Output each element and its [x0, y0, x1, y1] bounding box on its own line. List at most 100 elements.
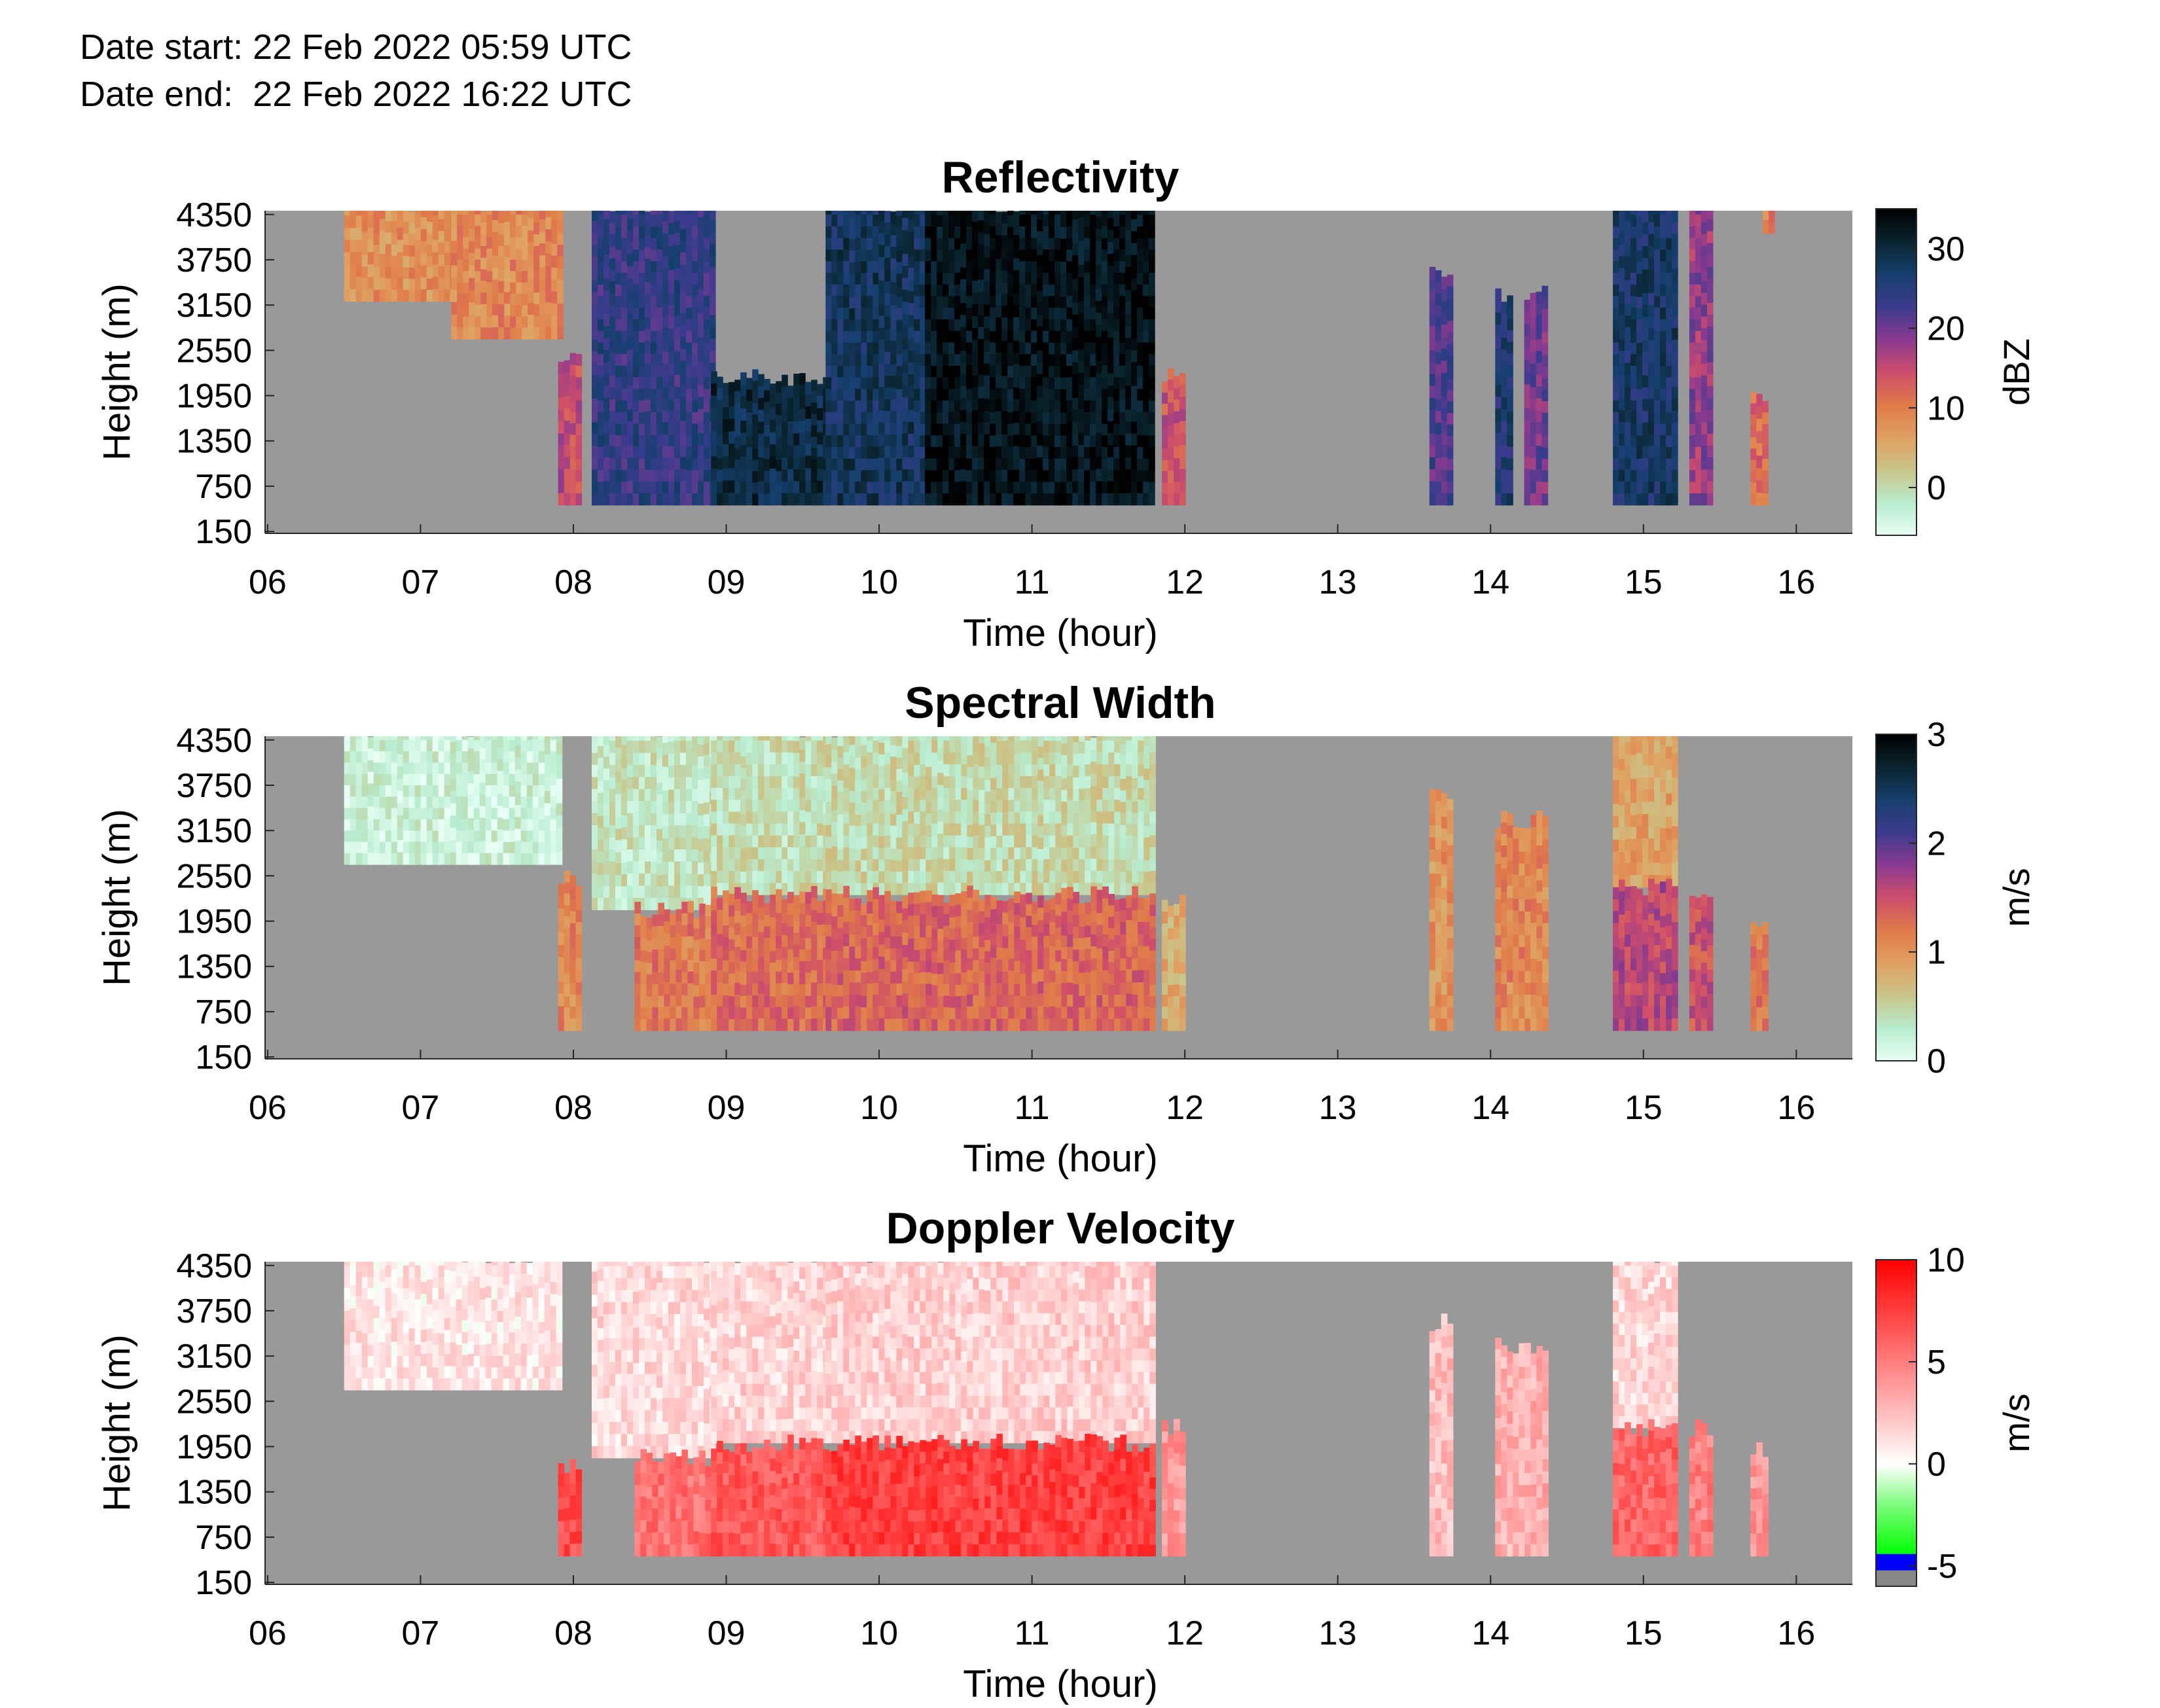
echo-cell: [344, 853, 351, 865]
echo-cell: [943, 447, 949, 459]
echo-cell: [704, 389, 710, 401]
echo-cell: [1619, 279, 1625, 293]
echo-cell: [480, 211, 487, 224]
echo-cell: [438, 266, 445, 279]
echo-cell: [1143, 493, 1149, 506]
echo-cell: [444, 751, 451, 763]
echo-cell: [752, 859, 759, 872]
echo-cell: [902, 409, 909, 422]
echo-cell: [1125, 397, 1132, 410]
echo-cell: [668, 387, 675, 400]
echo-cell: [373, 842, 380, 854]
echo-cell: [867, 261, 873, 274]
echo-cell: [1013, 317, 1020, 330]
echo-cell: [451, 314, 458, 327]
echo-cell: [686, 319, 693, 332]
echo-cell: [984, 481, 990, 494]
echo-cell: [692, 789, 698, 802]
echo-cell: [550, 830, 557, 843]
echo-cell: [948, 319, 955, 332]
echo-cell: [943, 412, 949, 425]
echo-cell: [920, 261, 926, 274]
echo-cell: [1660, 482, 1666, 494]
echo-cell: [717, 898, 723, 911]
echo-cell: [1007, 366, 1014, 378]
echo-cell: [657, 886, 663, 899]
echo-cell: [817, 972, 823, 984]
echo-cell: [1025, 330, 1032, 343]
echo-cell: [787, 385, 794, 399]
echo-cell: [426, 211, 433, 222]
echo-cell: [734, 482, 741, 495]
echo-cell: [686, 736, 693, 741]
echo-cell: [1530, 457, 1537, 471]
echo-cell: [908, 338, 914, 351]
echo-cell: [1131, 314, 1138, 327]
echo-cell: [770, 493, 776, 506]
echo-cell: [598, 886, 604, 898]
echo-cell: [937, 366, 943, 378]
echo-cell: [746, 378, 753, 390]
echo-cell: [752, 960, 759, 972]
echo-cell: [1025, 365, 1032, 378]
echo-cell: [1007, 423, 1014, 436]
echo-cell: [646, 1008, 653, 1020]
echo-cell: [522, 282, 528, 294]
echo-cell: [855, 769, 861, 781]
echo-cell: [662, 339, 669, 352]
echo-cell: [693, 940, 700, 952]
echo-cell: [972, 293, 979, 305]
echo-cell: [575, 470, 583, 482]
echo-cell: [615, 342, 622, 355]
echo-cell: [456, 819, 463, 831]
echo-cell: [520, 785, 528, 797]
echo-cell: [350, 215, 357, 229]
echo-cell: [598, 840, 604, 852]
echo-cell: [931, 400, 937, 413]
echo-cell: [849, 493, 855, 506]
echo-cell: [1642, 434, 1649, 447]
echo-cell: [621, 792, 628, 804]
echo-cell: [516, 260, 522, 272]
echo-cell: [1131, 326, 1138, 339]
echo-cell: [861, 400, 867, 413]
echo-cell: [652, 961, 658, 973]
echo-cell: [914, 308, 920, 320]
echo-cell: [569, 365, 577, 377]
echo-cell: [954, 249, 961, 262]
echo-cell: [1536, 469, 1543, 482]
echo-cell: [1762, 459, 1769, 471]
echo-cell: [978, 256, 984, 268]
echo-cell: [1672, 434, 1678, 447]
echo-cell: [1447, 447, 1454, 459]
echo-cell: [1648, 469, 1655, 482]
echo-cell: [592, 801, 598, 814]
echo-cell: [355, 289, 363, 302]
echo-cell: [451, 228, 458, 241]
echo-cell: [662, 221, 669, 234]
echo-cell: [420, 265, 427, 278]
echo-cell: [492, 291, 499, 304]
panel-reflectivity: Reflectivity4350375031502550195013507501…: [96, 152, 2037, 654]
echo-cell: [843, 423, 850, 436]
echo-cell: [776, 823, 782, 836]
echo-cell: [793, 945, 800, 958]
echo-cell: [1119, 365, 1126, 378]
echo-cell: [925, 389, 931, 401]
echo-cell: [1541, 308, 1549, 321]
echo-cell: [680, 445, 687, 457]
echo-cell: [1131, 291, 1138, 303]
x-tick-label: 16: [1777, 563, 1815, 601]
echo-cell: [711, 444, 717, 457]
echo-cell: [817, 1006, 823, 1020]
echo-cell: [592, 304, 598, 317]
echo-cell: [729, 962, 735, 974]
echo-cell: [752, 925, 759, 938]
echo-cell: [557, 327, 564, 340]
echo-cell: [878, 481, 885, 494]
colorbar-cell: [1876, 224, 1917, 228]
echo-cell: [787, 752, 794, 765]
echo-cell: [776, 1006, 782, 1020]
echo-cell: [884, 387, 891, 400]
echo-cell: [711, 970, 717, 984]
